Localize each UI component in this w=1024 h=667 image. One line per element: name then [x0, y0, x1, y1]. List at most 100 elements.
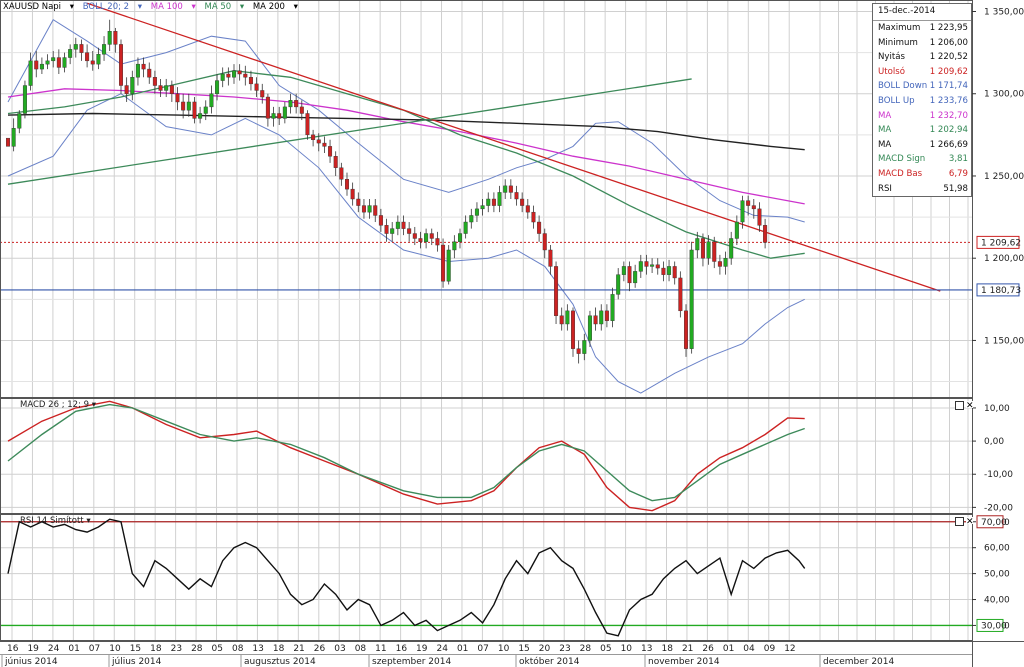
legend-ma50-text: MA 50 — [204, 2, 232, 12]
legend-boll[interactable]: BOLL 20; 2 ▾ — [82, 2, 143, 12]
x-day-label: 18 — [661, 644, 673, 654]
x-day-label: 10 — [621, 644, 633, 654]
candle-body — [322, 142, 327, 147]
x-month-label: június 2014 — [4, 657, 58, 667]
rsi-legend[interactable]: RSI 14 Simított ▾ — [20, 516, 91, 526]
candle-body — [616, 274, 621, 295]
candle-body — [441, 244, 446, 282]
x-day-label: 21 — [682, 644, 693, 654]
x-day-label: 09 — [764, 644, 776, 654]
series-line — [7, 112, 805, 151]
candle-body — [554, 266, 559, 316]
candle-body — [412, 233, 417, 239]
candle-body — [198, 113, 203, 119]
legend-ma50[interactable]: MA 50 ▾ — [204, 2, 245, 12]
rsi-close-icon[interactable]: ✕ — [966, 516, 974, 526]
candle-body — [700, 238, 705, 259]
candle-body — [220, 73, 225, 81]
legend-boll-text: BOLL 20; 2 — [82, 2, 130, 12]
candle-body — [85, 52, 90, 62]
candle-body — [192, 101, 197, 119]
candle-body — [633, 271, 638, 284]
y-tick-label: -20,00 — [984, 503, 1013, 513]
macd-close-icon[interactable]: ✕ — [966, 400, 974, 410]
candle-body — [418, 238, 423, 242]
x-day-label: 04 — [743, 644, 755, 654]
rsi-legend-text: RSI 14 Simított — [20, 516, 84, 526]
candle-body — [559, 315, 564, 325]
candle-body — [34, 60, 39, 70]
candle-body — [746, 200, 751, 206]
x-day-label: 20 — [539, 644, 551, 654]
rsi-maximize-icon[interactable] — [955, 517, 964, 526]
info-row-value: 1 266,69 — [929, 139, 968, 150]
candle-body — [152, 77, 157, 86]
legend-ma200-text: MA 200 — [252, 2, 285, 12]
candle-body — [599, 310, 604, 325]
macd-maximize-icon[interactable] — [955, 401, 964, 410]
price-panel — [0, 2, 972, 394]
y-tick-label: 1 200,00 — [984, 254, 1024, 264]
candle-body — [73, 44, 78, 50]
candle-body — [650, 264, 655, 267]
candle-body — [135, 63, 140, 78]
info-box: 15-dec.-2014 Maximum 1 223,95 Minimum 1 206… — [872, 3, 972, 197]
x-day-label: 01 — [68, 644, 79, 654]
candle-body — [248, 77, 253, 85]
candle-body — [45, 60, 50, 65]
price-mark-box — [976, 283, 1020, 297]
candle-body — [11, 128, 16, 147]
x-day-label: 23 — [171, 644, 182, 654]
candle-body — [56, 57, 61, 68]
legend-symbol[interactable]: XAUUSD Napi ▾ — [3, 2, 75, 12]
rsi-level-label: 30,00 — [981, 621, 1007, 631]
x-day-label: 23 — [559, 644, 570, 654]
candle-body — [102, 44, 107, 55]
info-row-value: 6,79 — [948, 168, 968, 179]
rsi-level-box — [976, 618, 1004, 632]
candle-body — [215, 80, 220, 94]
series-line — [7, 88, 805, 205]
info-row: MA 1 232,70 — [873, 109, 971, 124]
x-day-label: 18 — [150, 644, 162, 654]
info-row-label: Maximum — [878, 23, 921, 33]
x-day-label: 05 — [212, 644, 223, 654]
rsi-level-box — [976, 515, 1004, 529]
candle-body — [361, 205, 366, 213]
info-row: MACD Sign 3,81 — [873, 152, 971, 167]
candle-body — [288, 100, 293, 108]
info-row-label: Utolsó — [878, 66, 906, 77]
info-row-label: Minimum — [878, 37, 918, 48]
candle-body — [508, 185, 513, 193]
x-month-label: szeptember 2014 — [372, 657, 451, 667]
trendline — [7, 78, 692, 185]
x-day-label: 16 — [396, 644, 408, 654]
info-row-value: 1 232,70 — [929, 110, 968, 121]
info-row-label: MACD Bas — [878, 168, 923, 179]
legend-ma200[interactable]: MA 200 ▾ — [252, 2, 298, 12]
x-day-label: 24 — [437, 644, 449, 654]
candle-body — [763, 225, 768, 243]
candle-body — [333, 156, 338, 168]
x-day-label: 03 — [334, 644, 345, 654]
legend-ma100[interactable]: MA 100 ▾ — [150, 2, 196, 12]
x-day-label: 01 — [457, 644, 468, 654]
info-row-label: BOLL Down — [878, 81, 928, 92]
candle-body — [209, 93, 214, 108]
candle-body — [458, 233, 463, 242]
y-tick-label: 1 350,00 — [984, 8, 1024, 18]
candle-body — [384, 225, 389, 234]
info-row: Minimum 1 206,00 — [873, 36, 971, 51]
info-row-value: 1 233,76 — [929, 95, 968, 106]
macd-legend[interactable]: MACD 26 ; 12; 9 ▾ — [20, 400, 97, 410]
candle-body — [740, 200, 745, 223]
candle-body — [113, 31, 118, 45]
candle-body — [169, 85, 174, 94]
info-rows: Maximum 1 223,95 Minimum 1 206,00 Nyitás 1 22… — [873, 21, 971, 196]
candle-body — [429, 233, 434, 239]
candle-body — [79, 44, 84, 53]
candle-body — [712, 241, 717, 262]
x-day-label: 26 — [314, 644, 326, 654]
x-month-label: július 2014 — [111, 657, 162, 667]
candle-body — [565, 310, 570, 325]
